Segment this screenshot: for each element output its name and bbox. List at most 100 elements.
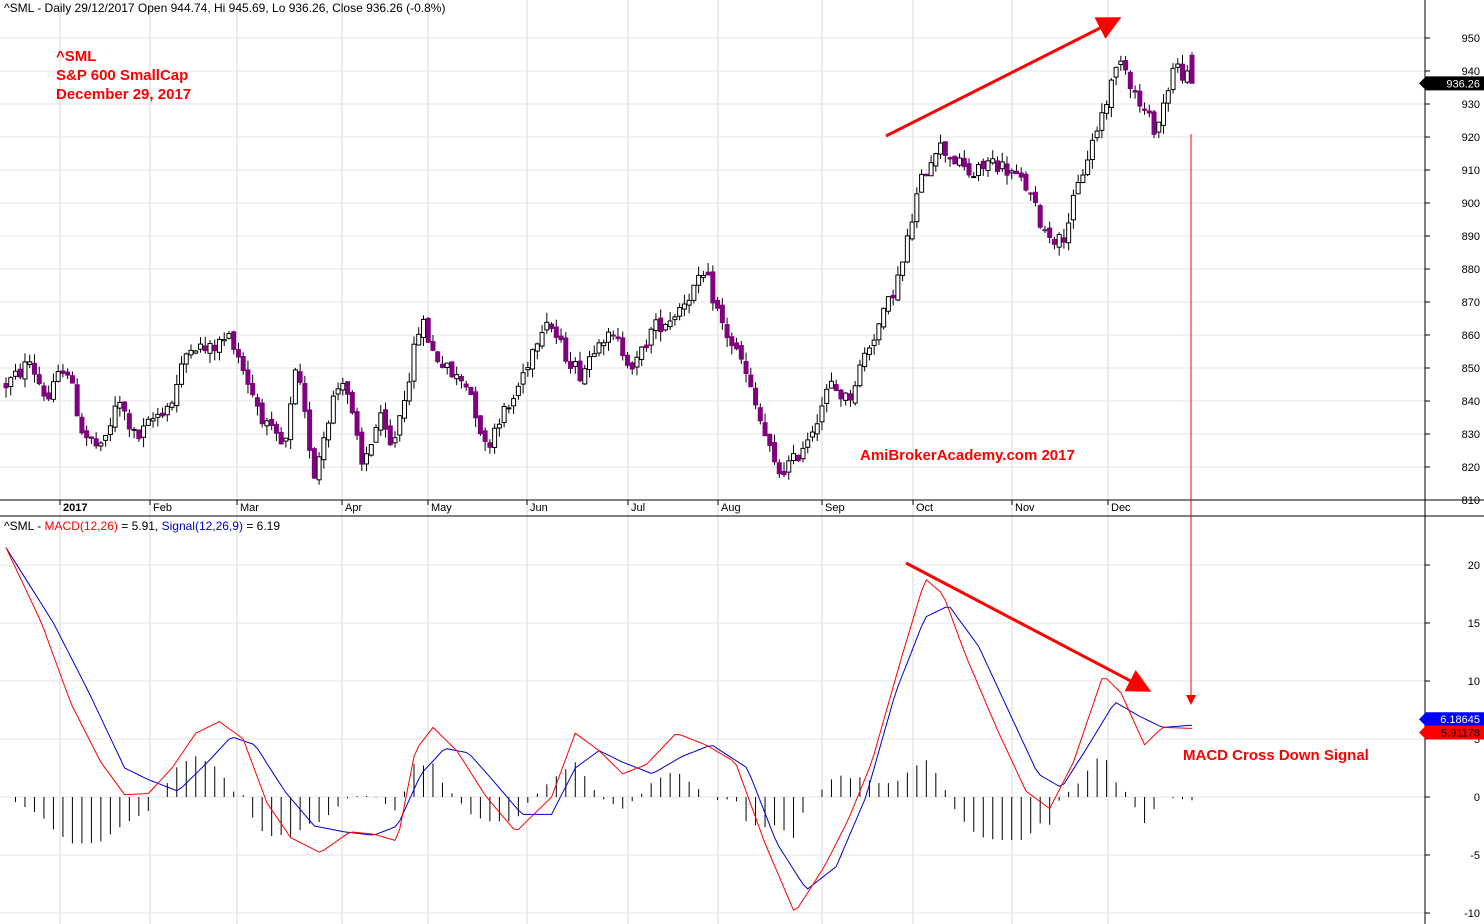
candle-body	[117, 402, 123, 409]
candle-body	[624, 354, 630, 366]
price-tick-label: 860	[1462, 330, 1480, 342]
candle-body	[980, 160, 986, 169]
macd-tick-label: 20	[1468, 560, 1480, 572]
candle-body	[1123, 60, 1129, 71]
candle-body	[1161, 102, 1167, 126]
candle-body	[107, 425, 113, 436]
candle-body	[629, 362, 635, 370]
candle-body	[169, 402, 175, 408]
candle-body	[530, 349, 536, 370]
candle-body	[50, 381, 56, 400]
candle-body	[833, 384, 839, 391]
candle-body	[264, 420, 270, 427]
candle-body	[1042, 229, 1048, 232]
candle-body	[36, 374, 42, 385]
month-label: Nov	[1015, 502, 1035, 514]
candle-body	[1004, 163, 1010, 176]
candle-body	[923, 173, 929, 177]
candle-body	[387, 425, 393, 446]
candle-body	[1104, 104, 1110, 114]
candle-body	[994, 160, 1000, 173]
candle-body	[506, 407, 512, 410]
candle-body	[354, 411, 360, 436]
candle-body	[961, 157, 967, 168]
candle-body	[235, 349, 241, 358]
candle-body	[957, 157, 963, 166]
candle-body	[307, 409, 313, 451]
candle-body	[1099, 112, 1105, 131]
candle-body	[1108, 79, 1114, 109]
candle-body	[643, 344, 649, 349]
candle-body	[112, 405, 118, 428]
candle-body	[468, 386, 474, 396]
candle-body	[819, 405, 825, 423]
candle-body	[534, 343, 540, 352]
candle-body	[449, 361, 455, 378]
candle-body	[69, 375, 75, 384]
candle-body	[330, 395, 336, 424]
candle-body	[212, 344, 218, 352]
candle-body	[1127, 71, 1133, 90]
candle-body	[122, 401, 128, 412]
candle-body	[800, 447, 806, 460]
signal-value: = 6.19	[242, 519, 281, 533]
candle-body	[179, 363, 185, 385]
candle-body	[131, 428, 137, 431]
candle-body	[359, 431, 365, 465]
candle-body	[705, 271, 711, 276]
candle-body	[473, 391, 479, 419]
candle-body	[335, 388, 341, 395]
candle-body	[862, 352, 868, 368]
candle-body	[46, 392, 52, 400]
candle-body	[852, 385, 858, 404]
candle-body	[795, 454, 801, 462]
candle-body	[496, 423, 502, 429]
candle-body	[748, 374, 754, 388]
candle-body	[772, 442, 778, 463]
candle-body	[55, 371, 61, 382]
candle-body	[1180, 63, 1186, 81]
candle-body	[364, 453, 370, 465]
candle-body	[582, 368, 588, 385]
candle-body	[605, 331, 611, 343]
signal-line	[5, 547, 1193, 890]
price-tick-label: 900	[1462, 198, 1480, 210]
candle-body	[145, 418, 151, 426]
candle-body	[710, 271, 716, 304]
candle-body	[919, 173, 925, 193]
candle-body	[383, 409, 389, 430]
candle-body	[895, 274, 901, 301]
annotation-date: December 29, 2017	[56, 86, 192, 103]
candle-body	[662, 324, 668, 331]
candle-body	[658, 317, 664, 333]
candle-body	[1156, 121, 1162, 133]
month-label: 2017	[63, 502, 87, 514]
month-label: Jul	[631, 502, 645, 514]
candle-body	[681, 303, 687, 310]
candle-body	[587, 356, 593, 371]
candle-body	[838, 389, 844, 400]
candle-body	[1047, 227, 1053, 238]
candle-body	[900, 261, 906, 276]
candle-body	[477, 415, 483, 435]
candle-body	[1184, 70, 1190, 83]
macd-last-value-tag: 5.91178	[1441, 727, 1480, 739]
candle-body	[283, 437, 289, 442]
month-label: Jun	[530, 502, 548, 514]
annotation-index-name: S&P 600 SmallCap	[56, 67, 189, 84]
candle-body	[126, 413, 132, 430]
candle-body	[610, 334, 616, 337]
candle-body	[947, 157, 953, 160]
price-tick-label: 920	[1462, 132, 1480, 144]
candle-body	[734, 342, 740, 350]
candle-body	[231, 331, 237, 350]
candle-body	[620, 337, 626, 357]
candle-body	[8, 377, 14, 388]
candle-body	[767, 433, 773, 446]
candle-body	[904, 235, 910, 263]
price-tick-label: 850	[1462, 363, 1480, 375]
candle-body	[463, 383, 469, 388]
candle-body	[544, 321, 550, 331]
candle-body	[511, 398, 517, 407]
